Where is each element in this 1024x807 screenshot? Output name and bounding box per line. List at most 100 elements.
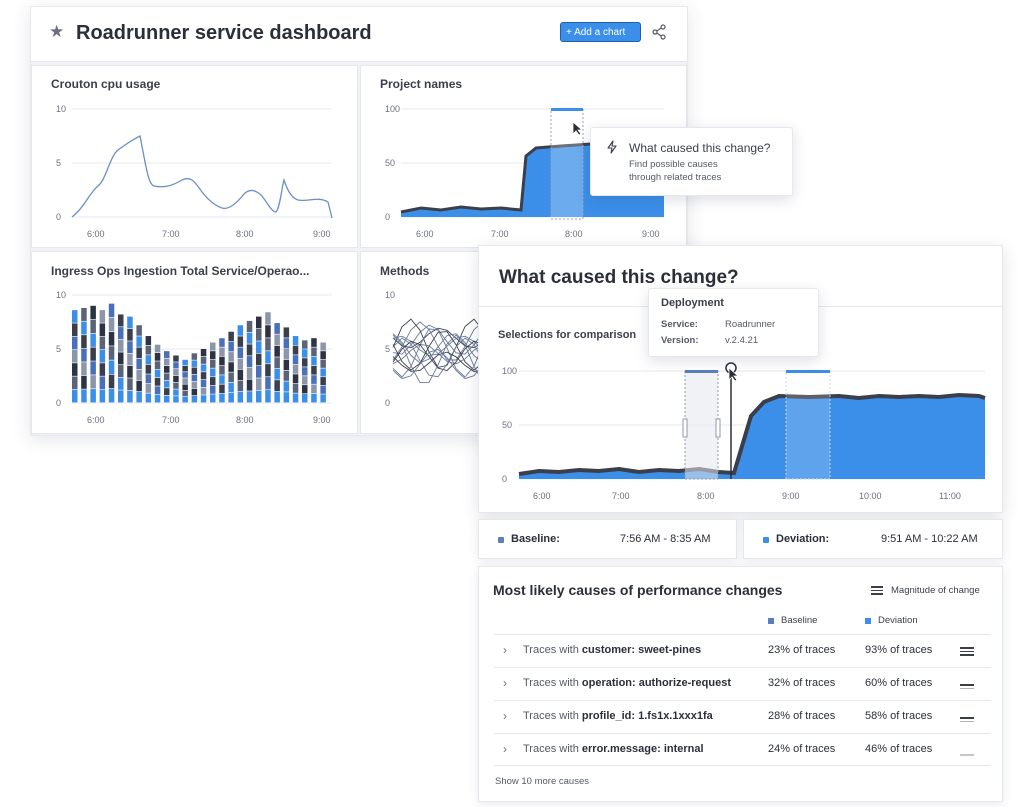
bar-segment (320, 377, 326, 386)
chevron-right-icon[interactable]: › (503, 709, 507, 723)
bar-segment (154, 369, 161, 378)
analysis-title: What caused this change? (499, 267, 739, 288)
bar-segment (228, 382, 234, 393)
method-series-line (392, 331, 484, 371)
x-tick: 6:00 (87, 229, 105, 239)
panel-title: Project names (380, 77, 463, 91)
bar-segment (320, 394, 326, 403)
bar-segment (265, 325, 271, 338)
method-series-line (392, 337, 484, 378)
analysis-area-chart[interactable]: 100 50 0 6:00 7:00 8:00 9:00 10:00 11:00 (479, 356, 1004, 506)
bar-segment (237, 380, 244, 392)
cause-row[interactable]: › Traces with customer: sweet-pines 23% … (494, 634, 991, 667)
chevron-right-icon[interactable]: › (503, 676, 507, 690)
bar-segment (81, 362, 87, 376)
y-tick: 0 (56, 212, 61, 222)
bar-segment (108, 317, 115, 332)
bar-segment (118, 352, 124, 365)
cause-baseline-value: 23% of traces (768, 644, 836, 656)
bar-segment (164, 395, 170, 403)
bar-segment (246, 356, 253, 368)
bar-segment (164, 388, 170, 395)
method-series-line (392, 328, 484, 378)
y-tick: 0 (56, 398, 61, 408)
cause-deviation-value: 60% of traces (865, 677, 933, 689)
deployment-title: Deployment (661, 297, 724, 309)
star-icon[interactable]: ★ (49, 22, 65, 41)
y-tick: 5 (385, 344, 390, 354)
bar-segment (99, 363, 106, 376)
y-tick: 0 (385, 212, 390, 222)
bar-segment (256, 353, 262, 366)
bar-segment (265, 312, 271, 325)
bar-segment (154, 361, 161, 370)
bar-segment (274, 323, 280, 334)
deviation-selection (785, 370, 831, 480)
bar-segment (256, 390, 262, 403)
method-series-line (392, 334, 484, 384)
baseline-selection-handle (685, 370, 718, 373)
panel-ingress-ops[interactable]: Ingress Ops Ingestion Total Service/Oper… (31, 251, 358, 434)
bar-segment (81, 321, 87, 335)
bar-segment (182, 384, 188, 391)
bar-segment (99, 336, 106, 350)
x-tick: 11:00 (939, 491, 961, 501)
bar-segment (200, 356, 207, 364)
method-series-line (392, 348, 484, 380)
chevron-right-icon[interactable]: › (503, 643, 507, 657)
bar-segment (81, 389, 87, 403)
analysis-area-top (518, 392, 986, 476)
bar-segment (164, 373, 170, 381)
bar-segment (182, 378, 188, 384)
baseline-swatch (498, 537, 504, 543)
bar-segment (256, 378, 262, 391)
bar-segment (81, 335, 87, 349)
bar-segment (182, 365, 188, 372)
bar-segment (72, 310, 78, 323)
bar-segment (228, 331, 234, 342)
chevron-right-icon[interactable]: › (503, 742, 507, 756)
show-more-link[interactable]: Show 10 more causes (495, 776, 589, 787)
col-baseline-swatch (768, 618, 774, 624)
bar-segment (237, 369, 244, 381)
bar-segment (292, 364, 299, 374)
bar-segment (283, 370, 290, 381)
bar-segment (145, 393, 152, 403)
bar-segment (210, 394, 216, 403)
bar-segment (173, 396, 179, 403)
bar-segment (292, 374, 299, 384)
bar-segment (191, 353, 198, 360)
cause-key: profile_id: 1.fs1x.1xxx1fa (581, 710, 713, 722)
magnitude-icon (871, 586, 883, 595)
cause-row[interactable]: › Traces with error.message: internal 24… (494, 733, 991, 766)
what-caused-tooltip[interactable]: What caused this change? Find possible c… (590, 127, 793, 196)
bar-segment (173, 369, 179, 376)
plus-icon: + (566, 27, 572, 38)
tooltip-line2: through related traces (629, 172, 722, 183)
cause-prefix: Traces with (523, 677, 579, 689)
bar-segment (228, 352, 234, 362)
bar-segment (210, 377, 216, 386)
panel-cpu-usage[interactable]: Crouton cpu usage 10 5 0 6:00 7:00 8:00 … (31, 65, 358, 248)
x-tick: 7:00 (491, 229, 509, 239)
deviation-card[interactable]: Deviation: 9:51 AM - 10:22 AM (743, 519, 1003, 559)
baseline-drag-left (682, 418, 688, 438)
bar-segment (127, 365, 133, 378)
cause-row[interactable]: › Traces with operation: authorize-reque… (494, 667, 991, 700)
bar-segment (154, 386, 161, 395)
ingress-stacked-bar-chart: 10 5 0 6:00 7:00 8:00 9:00 (56, 290, 332, 425)
magnitude-bar-icon (960, 754, 974, 758)
bar-segment (90, 305, 96, 320)
tooltip-title: What caused this change? (629, 141, 771, 155)
bar-segment (274, 334, 280, 346)
bar-segment (99, 310, 106, 323)
cause-row[interactable]: › Traces with profile_id: 1.fs1x.1xxx1fa… (494, 700, 991, 733)
bar-segment (302, 349, 308, 358)
bar-segment (283, 359, 290, 370)
share-icon[interactable] (652, 24, 666, 40)
baseline-card[interactable]: Baseline: 7:56 AM - 8:35 AM (478, 519, 737, 559)
baseline-drag-right (715, 418, 721, 438)
col-deviation-header: Deviation (878, 615, 918, 626)
bar-segment (228, 362, 234, 372)
add-chart-button[interactable]: + Add a chart (560, 22, 641, 42)
